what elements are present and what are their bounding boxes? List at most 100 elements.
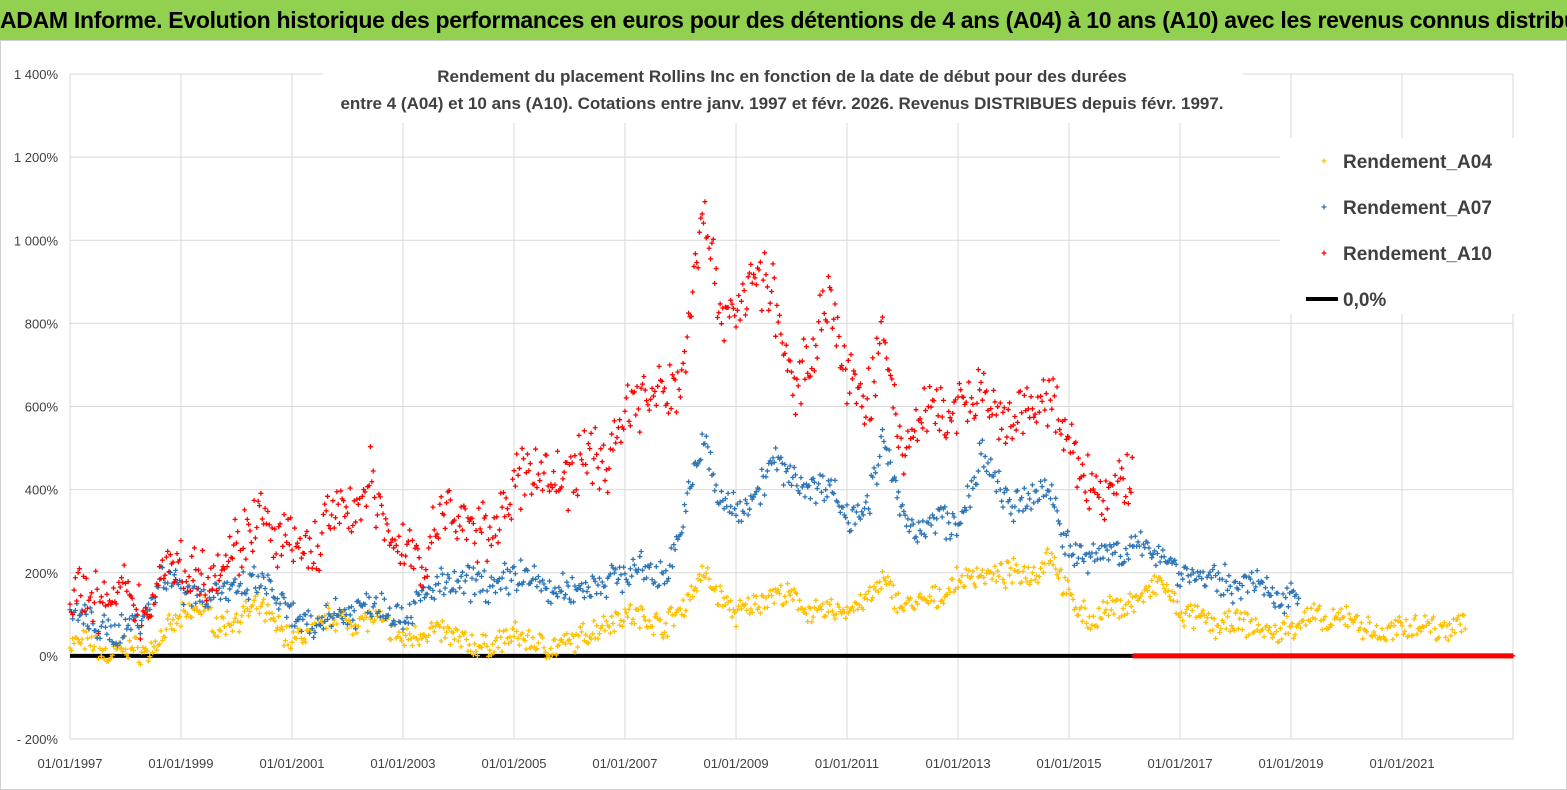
data-marker: [725, 599, 731, 605]
data-marker: [1082, 489, 1088, 495]
data-marker: [645, 625, 651, 631]
data-marker: [504, 506, 510, 512]
data-marker: [147, 654, 153, 660]
data-marker: [1119, 465, 1125, 471]
data-marker: [1075, 612, 1081, 618]
data-marker: [662, 385, 668, 391]
data-marker: [526, 468, 532, 474]
data-marker: [1042, 477, 1048, 483]
data-marker: [101, 579, 107, 585]
data-marker: [1115, 478, 1121, 484]
data-marker: [1288, 624, 1294, 630]
data-marker: [1085, 625, 1091, 631]
data-marker: [1206, 572, 1212, 578]
data-marker: [794, 483, 800, 489]
data-marker: [1189, 567, 1195, 573]
data-marker: [803, 344, 809, 350]
data-marker: [733, 512, 739, 518]
data-marker: [809, 619, 815, 625]
data-marker: [561, 632, 567, 638]
data-marker: [637, 625, 643, 631]
data-marker: [935, 604, 941, 610]
data-marker: [690, 289, 696, 295]
data-marker: [625, 614, 631, 620]
data-marker: [1421, 624, 1427, 630]
data-marker: [1291, 635, 1297, 641]
data-marker: [237, 619, 243, 625]
data-marker: [964, 483, 970, 489]
data-marker: [975, 367, 981, 373]
data-marker: [870, 595, 876, 601]
data-marker: [235, 618, 241, 624]
data-marker: [503, 627, 509, 633]
data-marker: [533, 576, 539, 582]
data-marker: [480, 587, 486, 593]
data-marker: [1039, 560, 1045, 566]
data-marker: [137, 636, 143, 642]
data-marker: [87, 594, 93, 600]
data-marker: [208, 565, 214, 571]
data-marker: [1135, 539, 1141, 545]
data-marker: [1142, 587, 1148, 593]
data-marker: [276, 524, 282, 530]
data-marker: [579, 457, 585, 463]
data-marker: [258, 603, 264, 609]
data-marker: [638, 549, 644, 555]
data-marker: [660, 389, 666, 395]
data-marker: [1251, 629, 1257, 635]
data-marker: [108, 655, 114, 661]
data-marker: [912, 428, 918, 434]
data-marker: [1269, 585, 1275, 591]
data-marker: [246, 613, 252, 619]
data-marker: [491, 577, 497, 583]
data-marker: [547, 654, 553, 660]
data-marker: [672, 547, 678, 553]
data-marker: [699, 431, 705, 437]
data-marker: [331, 611, 337, 617]
legend-marker: [1321, 158, 1327, 164]
data-marker: [169, 626, 175, 632]
data-marker: [343, 504, 349, 510]
data-marker: [248, 540, 254, 546]
data-marker: [738, 518, 744, 524]
data-marker: [588, 430, 594, 436]
data-marker: [569, 575, 575, 581]
data-marker: [415, 546, 421, 552]
data-marker: [634, 569, 640, 575]
data-marker: [958, 579, 964, 585]
data-marker: [695, 576, 701, 582]
data-marker: [89, 590, 95, 596]
data-marker: [601, 442, 607, 448]
data-marker: [1233, 578, 1239, 584]
data-marker: [599, 459, 605, 465]
data-marker: [748, 261, 754, 267]
data-marker: [167, 552, 173, 558]
data-marker: [863, 591, 869, 597]
data-marker: [817, 292, 823, 298]
data-marker: [148, 640, 154, 646]
data-marker: [1069, 592, 1075, 598]
data-marker: [1345, 624, 1351, 630]
data-marker: [531, 481, 537, 487]
data-marker: [1038, 393, 1044, 399]
data-marker: [1021, 392, 1027, 398]
data-marker: [1088, 626, 1094, 632]
data-marker: [958, 520, 964, 526]
data-marker: [100, 619, 106, 625]
data-marker: [584, 470, 590, 476]
data-marker: [450, 630, 456, 636]
data-marker: [374, 512, 380, 518]
data-marker: [325, 616, 331, 622]
data-marker: [284, 539, 290, 545]
data-marker: [1510, 653, 1516, 659]
data-marker: [811, 368, 817, 374]
data-marker: [533, 446, 539, 452]
legend-marker: [1321, 250, 1327, 256]
data-marker: [312, 630, 318, 636]
data-marker: [973, 412, 979, 418]
data-marker: [598, 625, 604, 631]
data-marker: [762, 250, 768, 256]
legend-background: [1280, 138, 1516, 314]
data-marker: [100, 600, 106, 606]
data-marker: [511, 468, 517, 474]
